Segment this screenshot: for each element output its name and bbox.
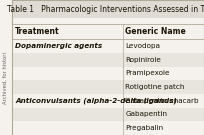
Text: Treatment: Treatment [15, 27, 60, 36]
Text: Pramipexole: Pramipexole [125, 70, 170, 76]
Text: Levodopa: Levodopa [125, 43, 160, 49]
Text: Anticonvulsants (alpha-2-delta ligands): Anticonvulsants (alpha-2-delta ligands) [15, 97, 177, 104]
Bar [12, 94, 204, 108]
Bar [12, 24, 204, 39]
Bar [12, 0, 204, 18]
Bar [12, 18, 204, 24]
Text: Archived, for histori: Archived, for histori [3, 52, 8, 104]
Text: Pregabalin: Pregabalin [125, 125, 163, 131]
Bar [12, 67, 204, 80]
Bar [12, 80, 204, 94]
Bar [12, 53, 204, 67]
Text: Ropinirole: Ropinirole [125, 57, 161, 63]
Bar [12, 108, 204, 121]
Bar [12, 39, 204, 53]
Text: Generic Name: Generic Name [125, 27, 186, 36]
Bar [12, 121, 204, 135]
Text: Table 1   Pharmacologic Interventions Assessed in Th: Table 1 Pharmacologic Interventions Asse… [7, 5, 204, 14]
Text: Dopaminergic agents: Dopaminergic agents [15, 43, 102, 49]
Text: Gabapentin enacarb: Gabapentin enacarb [125, 98, 199, 104]
Text: Rotigotine patch: Rotigotine patch [125, 84, 185, 90]
Text: Gabapentin: Gabapentin [125, 112, 167, 117]
